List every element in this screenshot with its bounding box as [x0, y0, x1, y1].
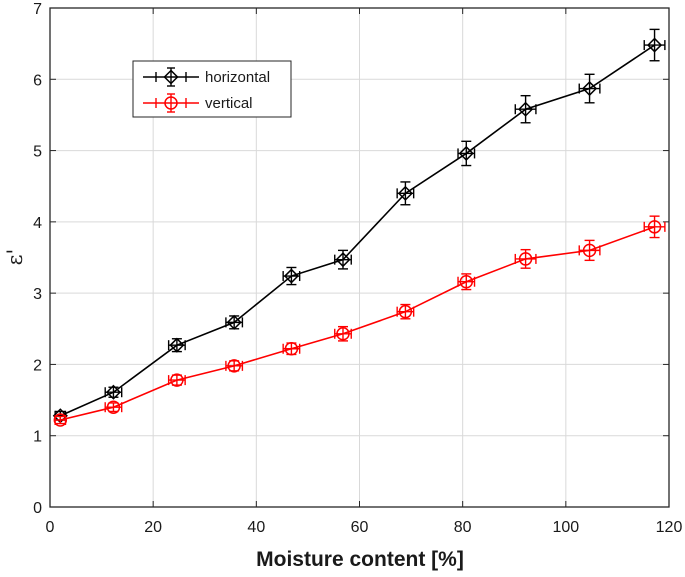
- y-axis-label: ε': [3, 249, 27, 266]
- y-tick-label: 2: [33, 357, 42, 374]
- data-point: [518, 252, 533, 266]
- data-point: [458, 145, 474, 161]
- data-point: [647, 220, 662, 234]
- series-group: [52, 28, 666, 427]
- data-point: [106, 400, 121, 414]
- data-point: [284, 341, 299, 356]
- x-tick-label: 120: [656, 519, 683, 536]
- data-point: [169, 337, 185, 353]
- x-axis-label: Moisture content [%]: [256, 548, 464, 571]
- x-tick-label: 80: [454, 519, 472, 536]
- error-bar: [396, 181, 415, 206]
- y-tick-label: 0: [33, 500, 42, 517]
- legend-label: horizontal: [205, 69, 270, 86]
- data-point: [397, 185, 413, 201]
- data-point: [53, 413, 68, 427]
- legend-entry: vertical: [143, 93, 253, 113]
- data-point: [518, 101, 534, 117]
- y-tick-label: 7: [33, 1, 42, 18]
- legend-label: vertical: [205, 95, 253, 112]
- data-point: [227, 359, 241, 373]
- y-tick-label: 3: [33, 286, 42, 303]
- data-point: [283, 268, 299, 284]
- error-bar: [578, 239, 601, 262]
- y-tick-label: 5: [33, 144, 42, 161]
- data-point: [582, 80, 598, 97]
- data-point: [336, 327, 350, 341]
- error-bar: [457, 140, 476, 167]
- data-point: [335, 252, 351, 268]
- data-point: [646, 37, 663, 53]
- x-tick-label: 20: [144, 519, 162, 536]
- series-vertical: [53, 215, 666, 427]
- legend-entry: horizontal: [143, 67, 270, 87]
- x-tick-label: 40: [247, 519, 265, 536]
- data-point: [105, 384, 122, 400]
- x-tick-label: 100: [552, 519, 579, 536]
- legend-box: [132, 60, 292, 118]
- data-point: [459, 274, 474, 289]
- legend-marker: [163, 69, 179, 85]
- y-tick-label: 1: [33, 429, 42, 446]
- legend-marker: [164, 96, 178, 110]
- x-tick-label: 0: [46, 519, 55, 536]
- axis-ticks: 0 20 40 60 80 100 120 0 1 2 3 4 5 6 7: [33, 1, 682, 536]
- error-bar: [643, 215, 666, 239]
- data-point: [170, 373, 184, 387]
- legend: horizontal vertical: [132, 60, 292, 118]
- x-tick-label: 60: [351, 519, 369, 536]
- data-point: [226, 314, 242, 330]
- series-horizontal: [52, 28, 666, 424]
- error-bar: [54, 415, 67, 426]
- data-point: [582, 243, 597, 258]
- y-tick-label: 4: [33, 215, 42, 232]
- data-point: [398, 304, 413, 319]
- y-tick-label: 6: [33, 72, 42, 89]
